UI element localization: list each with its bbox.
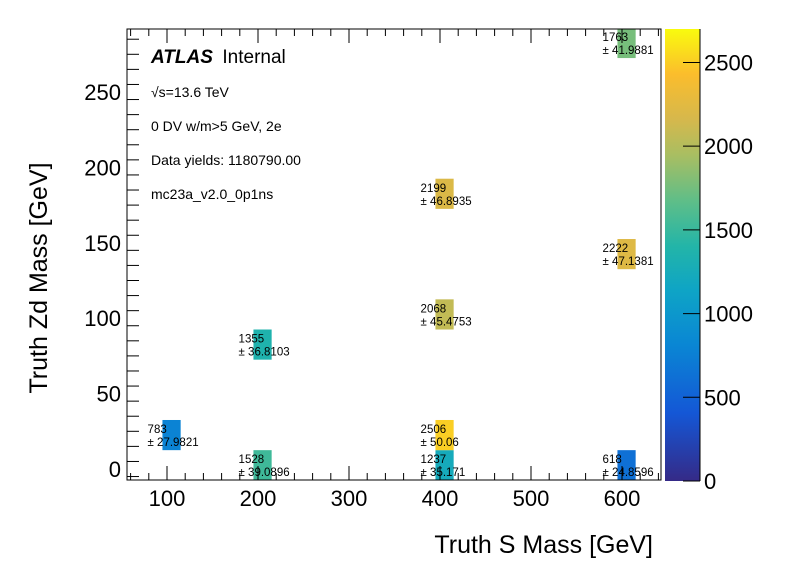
x-tick-label: 500: [513, 486, 550, 511]
x-tick-label: 300: [331, 486, 368, 511]
x-tick-label: 100: [149, 486, 186, 511]
y-axis: 0 50 100 150 200 250: [84, 38, 139, 482]
colorbar-tick-label: 1500: [704, 218, 753, 243]
heatmap-bin: [162, 419, 181, 451]
atlas-label-bold: ATLAS: [150, 47, 213, 68]
y-tick-label: 200: [84, 155, 121, 180]
colorbar: [665, 29, 700, 481]
colorbar-tick-label: 2000: [704, 134, 753, 159]
bin-error-label: ± 47.1381: [603, 256, 654, 268]
bin-value-label: 1355: [239, 334, 265, 346]
bin-value-label: 2068: [421, 303, 447, 315]
bin-error-label: ± 46.8935: [421, 196, 472, 208]
heatmap-bin: [253, 329, 272, 360]
bin-value-label: 618: [603, 454, 622, 466]
x-axis: 100 200 300 400 500 600: [130, 29, 659, 511]
bin-value-label: 2199: [421, 183, 447, 195]
colorbar-axis-ticks: 0 500 1000 1500 2000 2500: [683, 50, 753, 494]
atlas-status: Internal: [222, 47, 285, 68]
x-axis-title: Truth S Mass [GeV]: [434, 531, 653, 559]
colorbar-tick-label: 0: [704, 469, 716, 494]
bin-error-label: ± 24.8596: [603, 467, 654, 479]
bin-labels-layer: 783± 27.9821 1528± 39.0896 1355± 36.8103 12…: [148, 32, 654, 479]
sample-label: mc23a_v2.0_0p1ns: [151, 186, 273, 202]
bin-error-label: ± 27.9821: [148, 437, 199, 449]
plot-frame: [126, 28, 662, 481]
y-tick-label: 150: [84, 231, 121, 256]
x-tick-label: 600: [604, 486, 641, 511]
y-axis-title: Truth Zd Mass [GeV]: [25, 162, 53, 393]
bin-value-label: 1237: [421, 454, 447, 466]
y-tick-label: 100: [84, 306, 121, 331]
bin-value-label: 2506: [421, 424, 447, 436]
selection-label: 0 DV w/m>5 GeV, 2e: [151, 118, 282, 134]
bin-error-label: ± 41.9881: [603, 45, 654, 57]
bin-value-label: 2222: [603, 243, 629, 255]
bin-value-label: 1528: [239, 454, 265, 466]
y-tick-label: 0: [109, 457, 121, 482]
bin-error-label: ± 39.0896: [239, 467, 290, 479]
y-tick-label: 250: [84, 80, 121, 105]
x-tick-label: 200: [240, 486, 277, 511]
heatmap-bin: [435, 299, 454, 330]
x-tick-label: 400: [422, 486, 459, 511]
bin-error-label: ± 36.8103: [239, 347, 290, 359]
y-tick-label: 50: [97, 382, 121, 407]
bin-error-label: ± 35.171: [421, 467, 466, 479]
bin-value-label: 1763: [603, 32, 629, 44]
bins-layer: [162, 29, 636, 480]
bin-value-label: 783: [148, 424, 167, 436]
heatmap-bin: [435, 419, 454, 451]
energy-label: √s=13.6 TeV: [151, 84, 230, 100]
colorbar-tick-label: 2500: [704, 50, 753, 75]
bin-error-label: ± 45.4753: [421, 316, 472, 328]
colorbar-tick-label: 1000: [704, 302, 753, 327]
atlas-label: ATLAS Internal: [150, 47, 286, 68]
colorbar-tick-label: 500: [704, 385, 741, 410]
heatmap-bin: [435, 178, 454, 209]
heatmap-bin: [617, 239, 636, 270]
yields-label: Data yields: 1180790.00: [151, 152, 301, 168]
bin-error-label: ± 50.06: [421, 437, 459, 449]
